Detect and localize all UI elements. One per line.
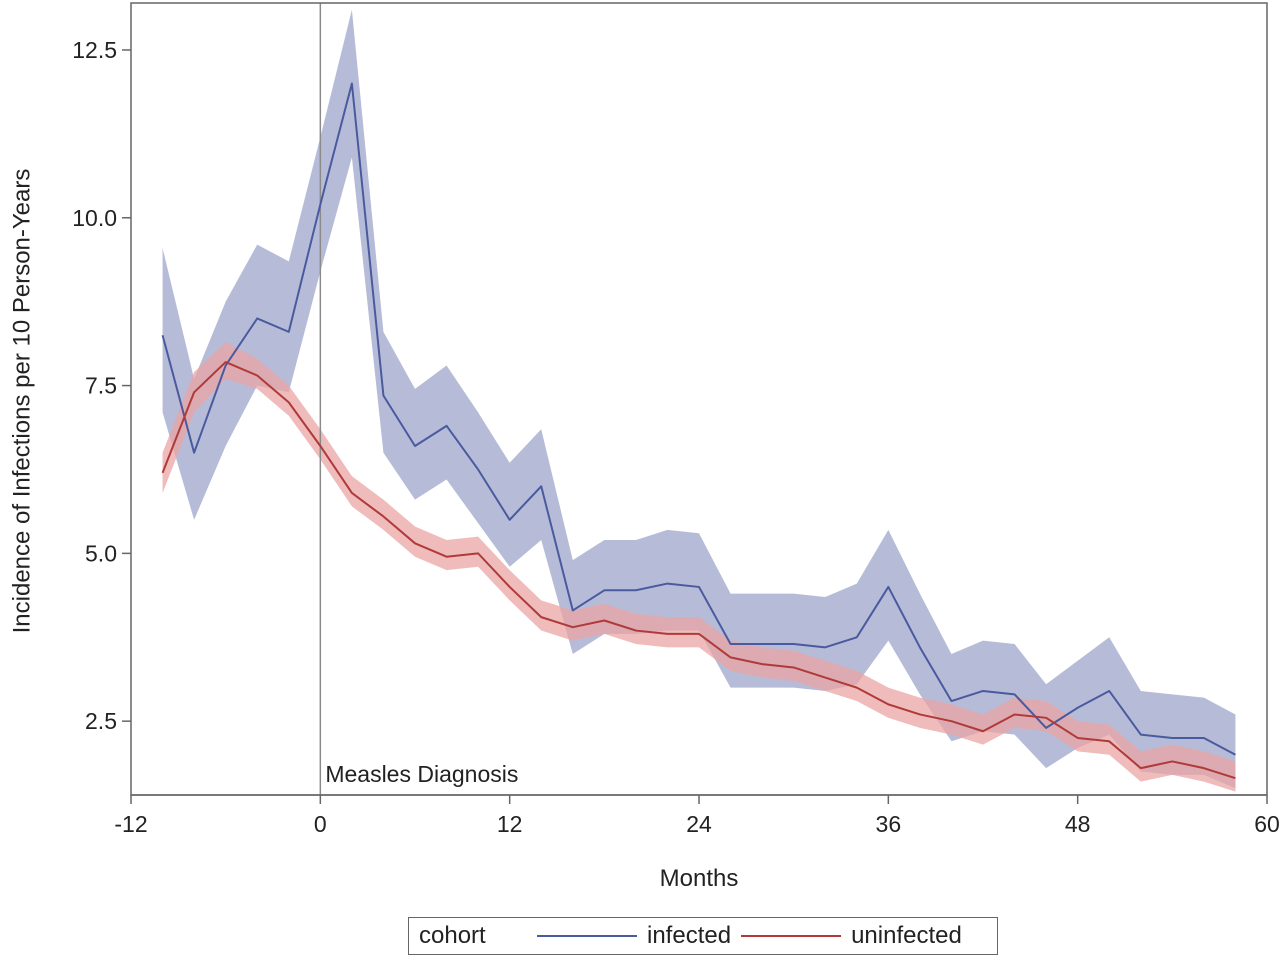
confidence-band-infected — [162, 9, 1236, 789]
x-tick-label: 0 — [314, 811, 327, 837]
reference-line-label: Measles Diagnosis — [325, 761, 518, 787]
y-tick-label: 7.5 — [85, 373, 117, 399]
x-tick-label: 24 — [686, 811, 712, 837]
confidence-bands — [162, 9, 1236, 792]
series-lines — [161, 82, 1236, 780]
line-chart: -12 0 12 24 36 48 60 2.5 5.0 7.5 10.0 12.5 Measles… — [8, 2, 1280, 892]
y-tick-label: 12.5 — [72, 37, 117, 63]
y-axis-label: Incidence of Infections per 10 Person-Ye… — [8, 169, 35, 634]
x-tick-label: 36 — [876, 811, 902, 837]
x-tick-label: 48 — [1065, 811, 1091, 837]
legend-swatch-uninfected — [741, 935, 842, 937]
x-axis: -12 0 12 24 36 48 60 — [114, 794, 1280, 837]
legend-title: cohort — [419, 922, 486, 949]
y-tick-label: 5.0 — [85, 540, 117, 566]
x-tick-label: 60 — [1254, 811, 1280, 837]
legend-item-infected: infected — [537, 922, 731, 950]
legend: cohort infected uninfected — [408, 917, 998, 955]
legend-label-infected: infected — [647, 922, 732, 949]
x-tick-label: -12 — [114, 811, 147, 837]
legend-label-uninfected: uninfected — [851, 922, 962, 949]
y-tick-label: 2.5 — [85, 708, 117, 734]
x-tick-label: 12 — [497, 811, 523, 837]
x-axis-label: Months — [660, 865, 739, 892]
y-tick-label: 10.0 — [72, 205, 117, 231]
legend-item-uninfected: uninfected — [741, 922, 962, 950]
y-axis: 2.5 5.0 7.5 10.0 12.5 — [72, 37, 131, 734]
legend-swatch-infected — [537, 935, 637, 937]
